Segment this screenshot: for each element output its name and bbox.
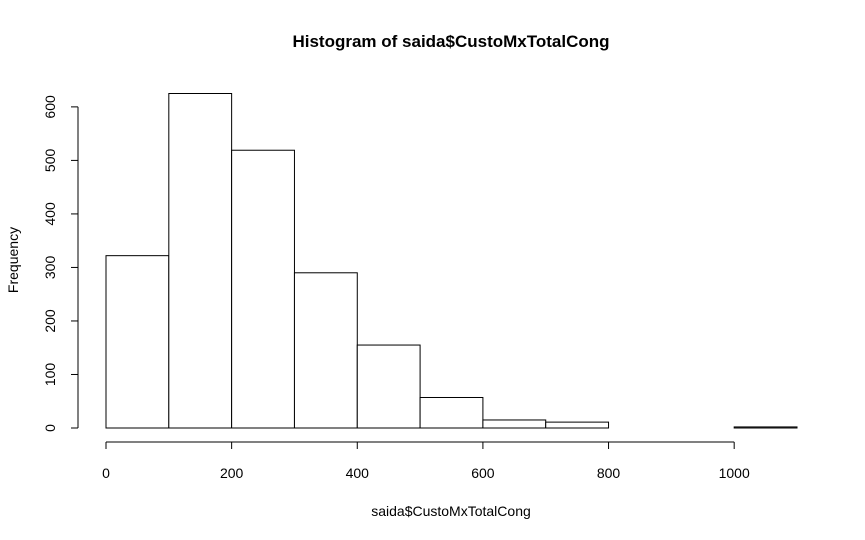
y-tick-label-3: 300 xyxy=(42,256,58,280)
x-axis: 0 200 400 600 800 1000 xyxy=(102,441,750,481)
y-tick-label-5: 500 xyxy=(42,149,58,173)
y-axis: 0 100 200 300 400 500 600 xyxy=(42,95,79,432)
x-tick-label-0: 0 xyxy=(102,465,110,481)
y-tick-label-2: 200 xyxy=(42,309,58,333)
x-axis-label: saida$CustoMxTotalCong xyxy=(371,503,531,519)
x-tick-label-2: 400 xyxy=(346,465,370,481)
y-tick-label-0: 0 xyxy=(42,424,58,432)
histogram-bar-1 xyxy=(168,93,233,429)
histogram-bar-3 xyxy=(293,272,358,429)
histogram-bar-2 xyxy=(231,149,295,429)
histogram-bars xyxy=(105,93,798,429)
histogram-bar-0 xyxy=(105,255,170,429)
histogram-bar-4 xyxy=(356,344,421,429)
y-tick-label-1: 100 xyxy=(42,363,58,387)
y-tick-label-6: 600 xyxy=(42,95,58,119)
histogram-bar-5 xyxy=(419,396,484,429)
x-tick-label-4: 800 xyxy=(597,465,621,481)
x-tick-label-5: 1000 xyxy=(719,465,750,481)
y-axis-label: Frequency xyxy=(5,227,21,293)
x-tick-label-1: 200 xyxy=(220,465,244,481)
chart-title: Histogram of saida$CustoMxTotalCong xyxy=(292,32,609,51)
histogram-bar-10 xyxy=(733,426,798,429)
histogram-bar-7 xyxy=(545,421,610,429)
histogram-bar-6 xyxy=(482,419,547,429)
x-tick-label-3: 600 xyxy=(471,465,495,481)
y-tick-label-4: 400 xyxy=(42,202,58,226)
